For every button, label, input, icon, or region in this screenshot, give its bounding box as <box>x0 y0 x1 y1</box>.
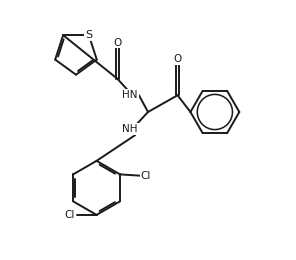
Text: NH: NH <box>122 124 138 134</box>
Text: Cl: Cl <box>65 210 75 220</box>
Text: O: O <box>113 37 121 48</box>
Text: O: O <box>173 54 182 64</box>
Text: HN: HN <box>122 90 138 100</box>
Text: Cl: Cl <box>141 171 151 181</box>
Text: S: S <box>85 30 92 40</box>
